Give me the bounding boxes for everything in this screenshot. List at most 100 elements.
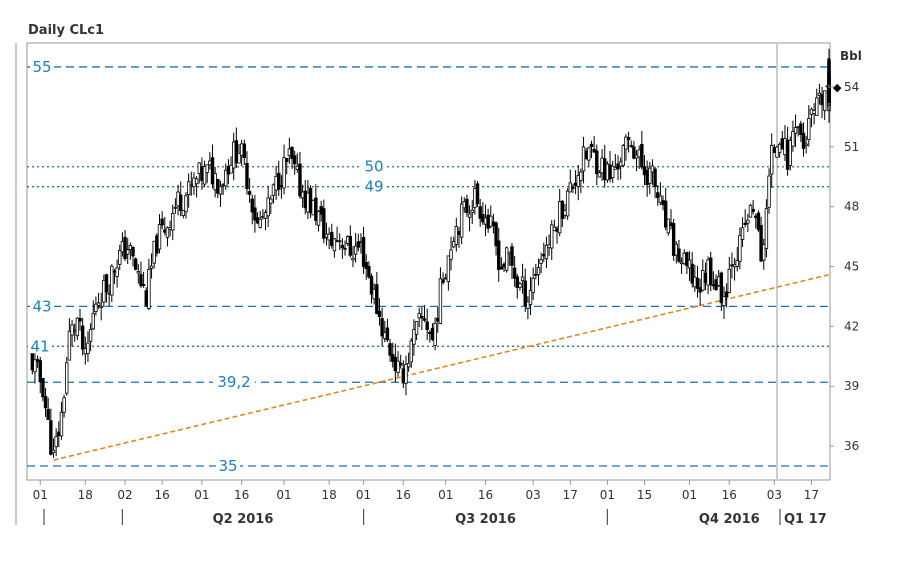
- candle-body: [557, 201, 562, 234]
- candle-body: [364, 262, 368, 269]
- candle-body: [531, 277, 535, 293]
- x-tick-label: 15: [637, 488, 652, 502]
- candle-body: [812, 110, 816, 114]
- candle-body: [785, 139, 790, 170]
- candle-body: [406, 362, 411, 368]
- candle-body: [224, 169, 228, 187]
- candle-body: [271, 184, 276, 196]
- candle-body: [687, 259, 692, 269]
- candle-body: [497, 240, 501, 270]
- x-tick-label: 01: [194, 488, 209, 502]
- candle-body: [560, 200, 565, 219]
- candle-body: [186, 181, 191, 196]
- level-label: 50: [364, 158, 383, 176]
- candle-body: [38, 360, 42, 383]
- candle-body: [714, 279, 718, 290]
- candle-body: [504, 247, 509, 271]
- candle-body: [603, 158, 607, 181]
- candle-body: [457, 230, 461, 235]
- candle-body: [483, 217, 488, 225]
- candle-body: [544, 244, 549, 260]
- candle-body: [428, 331, 432, 334]
- candle-body: [616, 163, 620, 170]
- candle-body: [295, 165, 300, 170]
- candle-body: [783, 138, 787, 156]
- level-label-bg: [30, 57, 54, 74]
- candle-body: [815, 97, 819, 117]
- candle-body: [88, 329, 93, 342]
- candle-body: [70, 324, 74, 336]
- candle-body: [807, 118, 811, 141]
- candle-body: [462, 201, 466, 209]
- candle-body: [459, 203, 464, 238]
- candle-body: [801, 132, 806, 149]
- candle-body: [748, 204, 753, 218]
- candle-body: [754, 215, 758, 218]
- x-tick-label: 17: [563, 488, 578, 502]
- candle-body: [258, 218, 262, 228]
- candle-body: [152, 240, 156, 264]
- x-tick-label: 16: [396, 488, 411, 502]
- candle-body: [160, 218, 164, 226]
- y-tick-label: 48: [844, 200, 859, 214]
- x-tick-label: 01: [276, 488, 291, 502]
- candle-body: [465, 198, 469, 213]
- candle-body: [102, 279, 106, 303]
- candle-body: [587, 147, 591, 161]
- candle-body: [571, 187, 575, 189]
- candle-body: [94, 303, 98, 312]
- candle-body: [356, 241, 360, 248]
- candle-body: [269, 198, 273, 204]
- candle-body: [467, 213, 472, 218]
- candle-body: [96, 302, 101, 306]
- candle-body: [205, 164, 209, 173]
- candle-body: [110, 265, 114, 296]
- candle-body: [292, 155, 297, 165]
- candle-body: [520, 276, 525, 282]
- candle-body: [43, 396, 48, 409]
- x-tick-label: 17: [804, 488, 819, 502]
- candle-body: [769, 144, 774, 175]
- candle-body: [298, 163, 302, 197]
- candle-body: [353, 245, 358, 255]
- candle-body: [184, 195, 188, 213]
- candle-body: [677, 248, 681, 262]
- candle-body: [388, 343, 392, 356]
- candle-body: [674, 243, 678, 256]
- candle-body: [221, 184, 225, 186]
- last-value-marker: ◆: [833, 81, 842, 94]
- candle-body: [282, 157, 286, 189]
- candle-body: [626, 136, 631, 141]
- level-label-bg: [362, 177, 386, 194]
- candle-body: [78, 317, 82, 322]
- candle-body: [632, 146, 636, 159]
- candle-body: [255, 217, 260, 224]
- candle-body: [597, 172, 602, 178]
- x-tick-label: 01: [438, 488, 453, 502]
- candle-body: [653, 168, 657, 188]
- candle-body: [396, 360, 400, 373]
- candle-body: [827, 88, 831, 104]
- candle-body: [645, 169, 649, 186]
- candle-body: [155, 235, 159, 254]
- candle-body: [351, 257, 355, 261]
- candle-body: [507, 251, 512, 255]
- candle-body: [62, 397, 66, 413]
- candle-body: [608, 164, 612, 180]
- candle-body: [565, 190, 570, 217]
- candle-body: [756, 212, 761, 231]
- candle-body: [441, 279, 445, 283]
- candle-body: [671, 223, 676, 256]
- candle-body: [621, 145, 625, 166]
- level-label-bg: [362, 157, 386, 174]
- plot-frame: [26, 42, 831, 481]
- candle-body: [722, 296, 726, 306]
- candle-series: [27, 48, 831, 458]
- candle-body: [141, 284, 146, 286]
- candle-body: [359, 240, 363, 243]
- candle-body: [764, 208, 769, 250]
- candle-body: [581, 146, 586, 172]
- candle-body: [417, 313, 421, 319]
- candle-body: [176, 191, 180, 207]
- candle-body: [330, 231, 334, 246]
